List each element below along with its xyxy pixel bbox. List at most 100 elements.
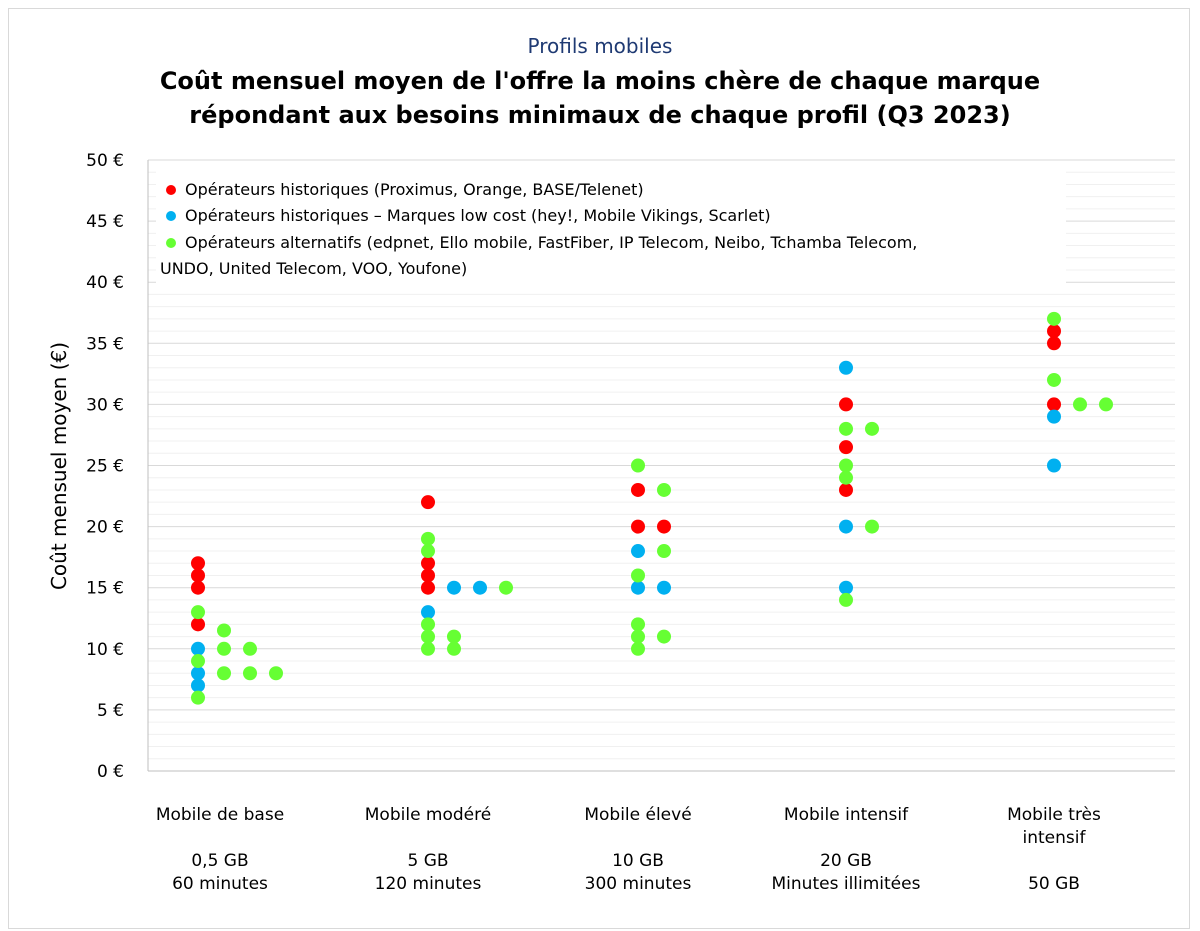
- legend-label: Opérateurs historiques (Proximus, Orange…: [185, 180, 644, 199]
- data-point: [421, 531, 435, 546]
- y-tick-label: 30 €: [86, 395, 124, 415]
- legend-label: Opérateurs alternatifs (edpnet, Ello mob…: [185, 233, 917, 252]
- data-point: [217, 641, 231, 656]
- data-point: [839, 440, 853, 455]
- data-point: [191, 690, 205, 705]
- data-point: [447, 641, 461, 656]
- category-label: Mobile très intensif 50 GB: [969, 804, 1139, 896]
- data-point: [631, 482, 645, 497]
- category-spec-line-2: Minutes illimitées: [771, 874, 921, 894]
- data-point: [421, 641, 435, 656]
- legend-box: [156, 170, 1066, 286]
- data-point: [421, 556, 435, 571]
- data-point: [657, 629, 671, 644]
- data-point: [1047, 458, 1061, 473]
- y-tick-label: 45 €: [86, 212, 124, 232]
- data-point: [631, 629, 645, 644]
- data-point: [217, 623, 231, 638]
- data-point: [865, 421, 879, 436]
- y-tick-label: 25 €: [86, 457, 124, 477]
- legend-marker: [166, 211, 176, 221]
- data-point: [839, 592, 853, 607]
- data-point: [421, 605, 435, 620]
- data-point: [191, 580, 205, 595]
- data-point: [631, 458, 645, 473]
- category-label: Mobile modéré 5 GB 120 minutes: [343, 804, 513, 896]
- data-point: [631, 568, 645, 583]
- data-point: [421, 544, 435, 559]
- data-point: [839, 482, 853, 497]
- data-point: [243, 641, 257, 656]
- category-spec-line-1: 5 GB: [407, 851, 449, 871]
- y-tick-label: 10 €: [86, 640, 124, 660]
- data-point: [1099, 397, 1113, 412]
- category-label: Mobile élevé 10 GB 300 minutes: [553, 804, 723, 896]
- data-point: [631, 544, 645, 559]
- data-points: [191, 311, 1113, 705]
- data-point: [421, 580, 435, 595]
- data-point: [191, 568, 205, 583]
- data-point: [421, 495, 435, 510]
- data-point: [839, 397, 853, 412]
- y-axis-ticks: 0 € 5 € 10 € 15 € 20 € 25 € 30 € 35 € 40 € 45 € 50…: [86, 151, 124, 782]
- category-spec-line-1: 10 GB: [612, 851, 664, 871]
- data-point: [839, 458, 853, 473]
- data-point: [657, 544, 671, 559]
- category-spec-line-2: 120 minutes: [374, 874, 482, 894]
- data-point: [447, 580, 461, 595]
- data-point: [839, 421, 853, 436]
- category-name: Mobile intensif: [783, 805, 909, 825]
- data-point: [217, 666, 231, 681]
- axes: [147, 160, 1175, 772]
- data-point: [191, 666, 205, 681]
- y-tick-label: 40 €: [86, 273, 124, 293]
- y-axis-label: Coût mensuel moyen (€): [47, 342, 71, 590]
- data-point: [243, 666, 257, 681]
- data-point: [1047, 324, 1061, 339]
- legend: Opérateurs historiques (Proximus, Orange…: [156, 170, 1066, 286]
- data-point: [631, 641, 645, 656]
- category-name: Mobile modéré: [364, 805, 492, 825]
- y-tick-label: 35 €: [86, 334, 124, 354]
- data-point: [191, 678, 205, 693]
- category-label: Mobile de base 0,5 GB 60 minutes: [135, 804, 305, 896]
- data-point: [839, 580, 853, 595]
- data-point: [631, 519, 645, 534]
- chart-title-line-2: répondant aux besoins minimaux de chaque…: [189, 101, 1011, 129]
- chart-title-line-1: Coût mensuel moyen de l'offre la moins c…: [159, 67, 1041, 95]
- chart-title: Coût mensuel moyen de l'offre la moins c…: [0, 64, 1200, 132]
- data-point: [839, 360, 853, 375]
- y-tick-label: 15 €: [86, 579, 124, 599]
- data-point: [631, 580, 645, 595]
- data-point: [191, 556, 205, 571]
- legend-label-continued: UNDO, United Telecom, VOO, Youfone): [160, 259, 467, 278]
- data-point: [191, 605, 205, 620]
- chart-subtitle: Profils mobiles: [527, 34, 673, 58]
- category-name: Mobile de base: [155, 805, 285, 825]
- data-point: [447, 629, 461, 644]
- y-tick-label: 5 €: [97, 701, 124, 721]
- data-point: [1073, 397, 1087, 412]
- chart-frame: [8, 8, 1190, 929]
- category-spec-line-2: 60 minutes: [172, 874, 268, 894]
- data-point: [191, 617, 205, 632]
- data-point: [269, 666, 283, 681]
- legend-label: Opérateurs historiques – Marques low cos…: [185, 206, 771, 225]
- data-point: [421, 617, 435, 632]
- data-point: [657, 519, 671, 534]
- data-point: [191, 654, 205, 669]
- category-spec-line-1: 0,5 GB: [191, 851, 249, 871]
- data-point: [191, 641, 205, 656]
- data-point: [1047, 372, 1061, 387]
- data-point: [1047, 409, 1061, 424]
- data-point: [839, 519, 853, 534]
- y-tick-label: 50 €: [86, 151, 124, 171]
- legend-marker: [166, 185, 176, 195]
- category-spec-line-2: 50 GB: [1028, 874, 1080, 894]
- data-point: [473, 580, 487, 595]
- category-spec-line-1: [969, 850, 1139, 873]
- category-label: Mobile intensif 20 GB Minutes illimitées: [761, 804, 931, 896]
- data-point: [839, 470, 853, 485]
- y-tick-label: 0 €: [97, 762, 124, 782]
